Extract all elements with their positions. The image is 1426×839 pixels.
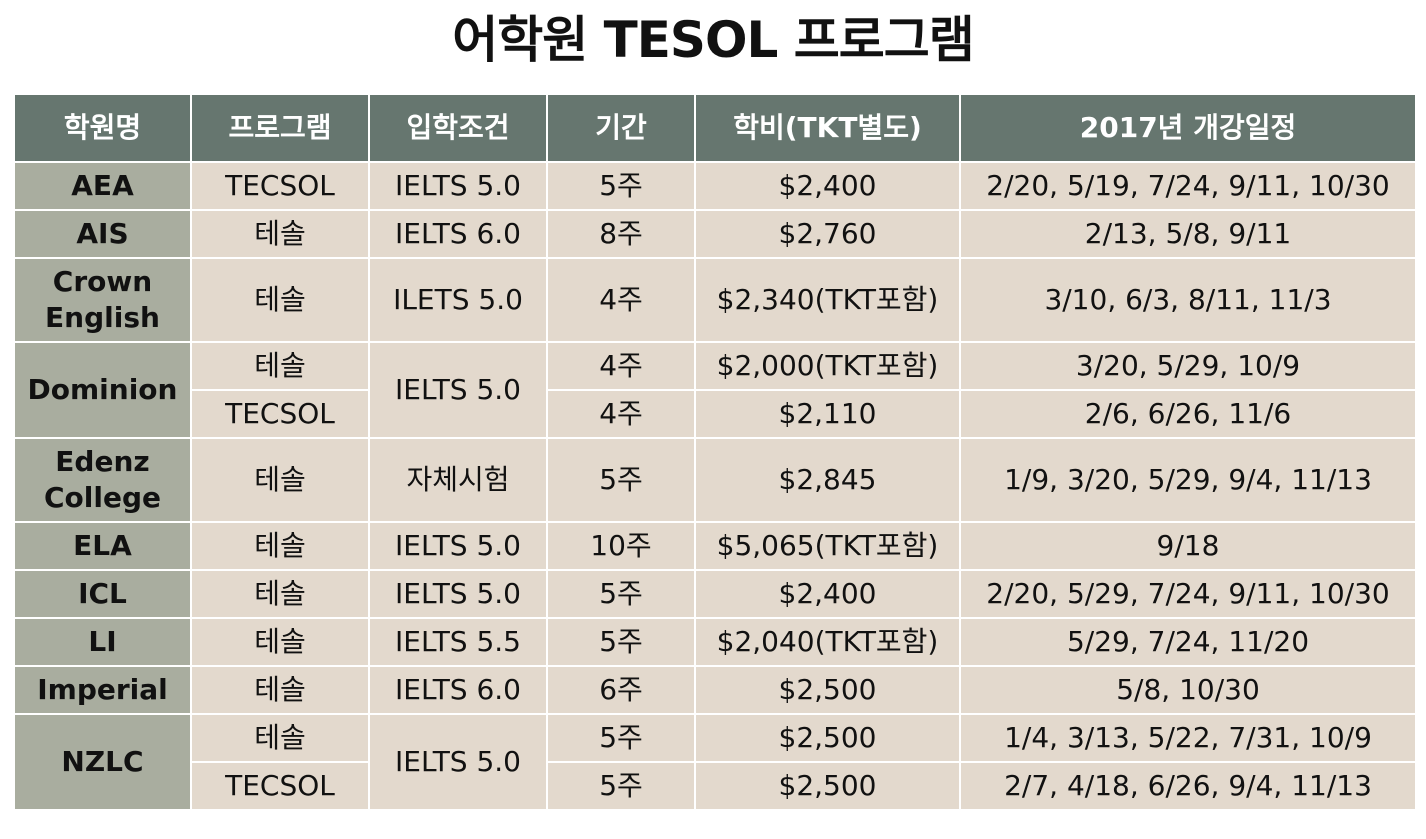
fee-cell: $2,110 <box>694 389 961 439</box>
program-cell: 테솔 <box>190 665 370 715</box>
program-cell: 테솔 <box>190 437 370 523</box>
duration-cell: 5주 <box>546 161 696 211</box>
fee-cell: $2,400 <box>694 569 961 619</box>
fee-cell: $2,340(TKT포함) <box>694 257 961 343</box>
school-name: AIS <box>13 209 192 259</box>
table-row: TECSOL 4주 $2,110 2/6, 6/26, 11/6 <box>14 389 1417 439</box>
program-cell: 테솔 <box>190 341 370 391</box>
table-row: Imperial 테솔 IELTS 6.0 6주 $2,500 5/8, 10/… <box>13 665 1417 715</box>
table-row: Dominion 테솔 IELTS 5.0 4주 $2,000(TKT포함) 3… <box>13 341 1417 439</box>
schedule-cell: 3/10, 6/3, 8/11, 11/3 <box>959 257 1417 343</box>
program-cell: 테솔 <box>190 521 370 571</box>
table-row: LI 테솔 IELTS 5.5 5주 $2,040(TKT포함) 5/29, 7… <box>13 617 1417 667</box>
fee-cell: $2,500 <box>694 761 961 811</box>
schedule-cell: 2/6, 6/26, 11/6 <box>959 389 1417 439</box>
requirement-cell: 자체시험 <box>368 437 548 523</box>
program-cell: 테솔 <box>190 209 370 259</box>
header-program: 프로그램 <box>190 93 370 163</box>
duration-cell: 5주 <box>546 437 696 523</box>
duration-cell: 5주 <box>546 569 696 619</box>
requirement-cell: IELTS 5.0 <box>368 341 548 439</box>
fee-cell: $5,065(TKT포함) <box>694 521 961 571</box>
table-header-row: 학원명 프로그램 입학조건 기간 학비(TKT별도) 2017년 개강일정 <box>13 93 1417 163</box>
program-cell: 테솔 <box>190 257 370 343</box>
requirement-cell: ILETS 5.0 <box>368 257 548 343</box>
duration-cell: 4주 <box>546 257 696 343</box>
schedule-cell: 2/7, 4/18, 6/26, 9/4, 11/13 <box>959 761 1417 811</box>
duration-cell: 5주 <box>546 761 696 811</box>
table-row: Crown English 테솔 ILETS 5.0 4주 $2,340(TKT… <box>13 257 1417 343</box>
table-row: ICL 테솔 IELTS 5.0 5주 $2,400 2/20, 5/29, 7… <box>13 569 1417 619</box>
school-name: Imperial <box>13 665 192 715</box>
fee-cell: $2,500 <box>694 713 961 763</box>
header-schedule: 2017년 개강일정 <box>959 93 1417 163</box>
schedule-cell: 2/20, 5/29, 7/24, 9/11, 10/30 <box>959 569 1417 619</box>
table-row: AIS 테솔 IELTS 6.0 8주 $2,760 2/13, 5/8, 9/… <box>13 209 1417 259</box>
school-name: LI <box>13 617 192 667</box>
table-row: Edenz College 테솔 자체시험 5주 $2,845 1/9, 3/2… <box>13 437 1417 523</box>
page-title: 어학원 TESOL 프로그램 <box>452 11 974 69</box>
schedule-cell: 1/4, 3/13, 5/22, 7/31, 10/9 <box>959 713 1417 763</box>
requirement-cell: IELTS 5.5 <box>368 617 548 667</box>
duration-cell: 4주 <box>546 341 696 391</box>
fee-cell: $2,040(TKT포함) <box>694 617 961 667</box>
fee-cell: $2,845 <box>694 437 961 523</box>
duration-cell: 10주 <box>546 521 696 571</box>
school-name: AEA <box>13 161 192 211</box>
duration-cell: 4주 <box>546 389 696 439</box>
program-cell: 테솔 <box>190 569 370 619</box>
schedule-cell: 2/13, 5/8, 9/11 <box>959 209 1417 259</box>
duration-cell: 5주 <box>546 617 696 667</box>
table-row: NZLC 테솔 IELTS 5.0 5주 $2,500 1/4, 3/13, 5… <box>13 713 1417 811</box>
fee-cell: $2,000(TKT포함) <box>694 341 961 391</box>
requirement-cell: IELTS 5.0 <box>368 161 548 211</box>
table-row: ELA 테솔 IELTS 5.0 10주 $5,065(TKT포함) 9/18 <box>13 521 1417 571</box>
fee-cell: $2,760 <box>694 209 961 259</box>
schedule-cell: 1/9, 3/20, 5/29, 9/4, 11/13 <box>959 437 1417 523</box>
schedule-cell: 2/20, 5/19, 7/24, 9/11, 10/30 <box>959 161 1417 211</box>
tesol-program-table: 학원명 프로그램 입학조건 기간 학비(TKT별도) 2017년 개강일정 AE… <box>13 93 1417 811</box>
duration-cell: 6주 <box>546 665 696 715</box>
schedule-cell: 5/8, 10/30 <box>959 665 1417 715</box>
table-row: TECSOL 5주 $2,500 2/7, 4/18, 6/26, 9/4, 1… <box>14 761 1417 811</box>
header-fee: 학비(TKT별도) <box>694 93 961 163</box>
table-row: AEA TECSOL IELTS 5.0 5주 $2,400 2/20, 5/1… <box>13 161 1417 211</box>
duration-cell: 8주 <box>546 209 696 259</box>
school-name: Dominion <box>13 341 192 439</box>
school-name: Edenz College <box>13 437 192 523</box>
schedule-cell: 9/18 <box>959 521 1417 571</box>
header-requirement: 입학조건 <box>368 93 548 163</box>
requirement-cell: IELTS 5.0 <box>368 713 548 811</box>
schedule-cell: 5/29, 7/24, 11/20 <box>959 617 1417 667</box>
school-name: ELA <box>13 521 192 571</box>
program-cell: TECSOL <box>190 761 370 811</box>
program-cell: TECSOL <box>190 389 370 439</box>
school-name: ICL <box>13 569 192 619</box>
school-name: NZLC <box>13 713 192 811</box>
school-name: Crown English <box>13 257 192 343</box>
header-duration: 기간 <box>546 93 696 163</box>
duration-cell: 5주 <box>546 713 696 763</box>
program-cell: 테솔 <box>190 713 370 763</box>
program-cell: TECSOL <box>190 161 370 211</box>
schedule-cell: 3/20, 5/29, 10/9 <box>959 341 1417 391</box>
fee-cell: $2,400 <box>694 161 961 211</box>
requirement-cell: IELTS 5.0 <box>368 569 548 619</box>
requirement-cell: IELTS 6.0 <box>368 209 548 259</box>
program-cell: 테솔 <box>190 617 370 667</box>
header-school: 학원명 <box>13 93 192 163</box>
fee-cell: $2,500 <box>694 665 961 715</box>
requirement-cell: IELTS 6.0 <box>368 665 548 715</box>
requirement-cell: IELTS 5.0 <box>368 521 548 571</box>
